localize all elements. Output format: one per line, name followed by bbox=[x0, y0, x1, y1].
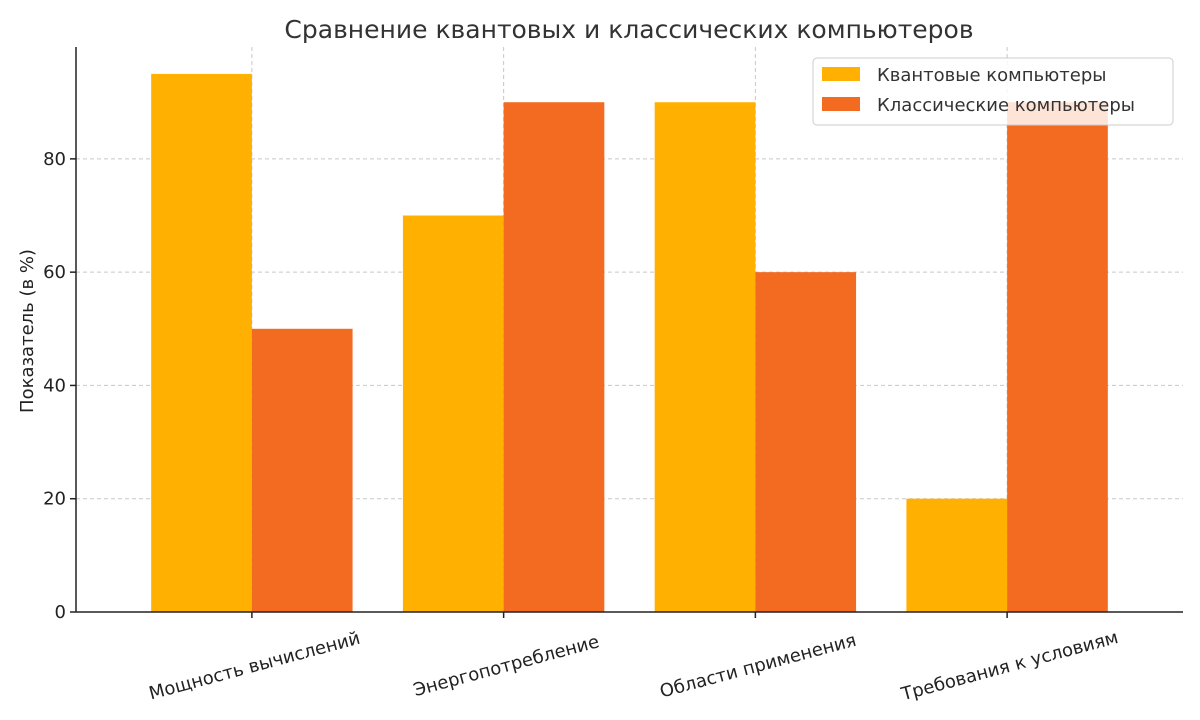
legend-swatch-classic bbox=[822, 97, 860, 111]
x-tick-label: Мощность вычислений bbox=[147, 628, 363, 705]
y-axis-label: Показатель (в %) bbox=[17, 249, 38, 413]
bar-quantum-2 bbox=[654, 102, 756, 613]
bar-classic-3 bbox=[1007, 102, 1108, 613]
x-tick-label: Требования к условиям bbox=[898, 627, 1120, 705]
chart-title: Сравнение квантовых и классических компь… bbox=[284, 15, 973, 44]
axes-layer bbox=[75, 47, 1183, 613]
x-tick-label: Энергопотребление bbox=[411, 631, 601, 701]
y-tick-label: 0 bbox=[55, 602, 66, 623]
bar-quantum-0 bbox=[151, 73, 252, 612]
legend-label-quantum: Квантовые компьютеры bbox=[877, 65, 1107, 86]
legend: Квантовые компьютеры Классические компью… bbox=[812, 57, 1174, 126]
bar-quantum-3 bbox=[906, 498, 1008, 612]
y-tick-label: 40 bbox=[43, 375, 66, 396]
x-tick-label: Области применения bbox=[658, 630, 859, 703]
y-tick-label: 80 bbox=[43, 149, 66, 170]
legend-label-classic: Классические компьютеры bbox=[877, 95, 1135, 116]
bar-classic-2 bbox=[755, 272, 857, 612]
x-tick-labels: Мощность вычислений Энергопотребление Обла… bbox=[147, 612, 1121, 705]
y-tick-label: 20 bbox=[43, 489, 66, 510]
bar-quantum-1 bbox=[402, 215, 504, 612]
y-ticks: 0 20 40 60 80 bbox=[43, 149, 76, 623]
bar-classic-0 bbox=[251, 328, 353, 612]
legend-box bbox=[812, 57, 1174, 126]
bars-layer bbox=[151, 73, 1108, 613]
y-tick-label: 60 bbox=[43, 262, 66, 283]
legend-swatch-quantum bbox=[822, 67, 860, 81]
bar-classic-1 bbox=[503, 102, 605, 613]
